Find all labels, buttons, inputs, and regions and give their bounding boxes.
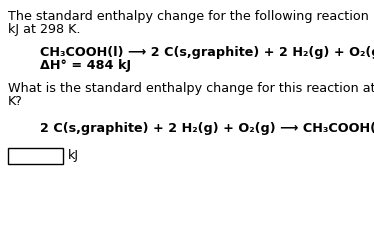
Text: K?: K? [8, 95, 23, 108]
Bar [8, 148, 63, 164]
Text: CH₃COOH(l) ⟶ 2 C(s,graphite) + 2 H₂(g) + O₂(g): CH₃COOH(l) ⟶ 2 C(s,graphite) + 2 H₂(g) +… [40, 46, 374, 59]
Text: ΔH° = 484 kJ: ΔH° = 484 kJ [40, 59, 131, 72]
Text: 2 C(s,graphite) + 2 H₂(g) + O₂(g) ⟶ CH₃COOH(l): 2 C(s,graphite) + 2 H₂(g) + O₂(g) ⟶ CH₃C… [40, 122, 374, 135]
Text: What is the standard enthalpy change for this reaction at 298: What is the standard enthalpy change for… [8, 82, 374, 95]
Text: kJ at 298 K.: kJ at 298 K. [8, 23, 80, 36]
Text: kJ: kJ [68, 149, 79, 162]
Text: The standard enthalpy change for the following reaction is: The standard enthalpy change for the fol… [8, 10, 374, 23]
